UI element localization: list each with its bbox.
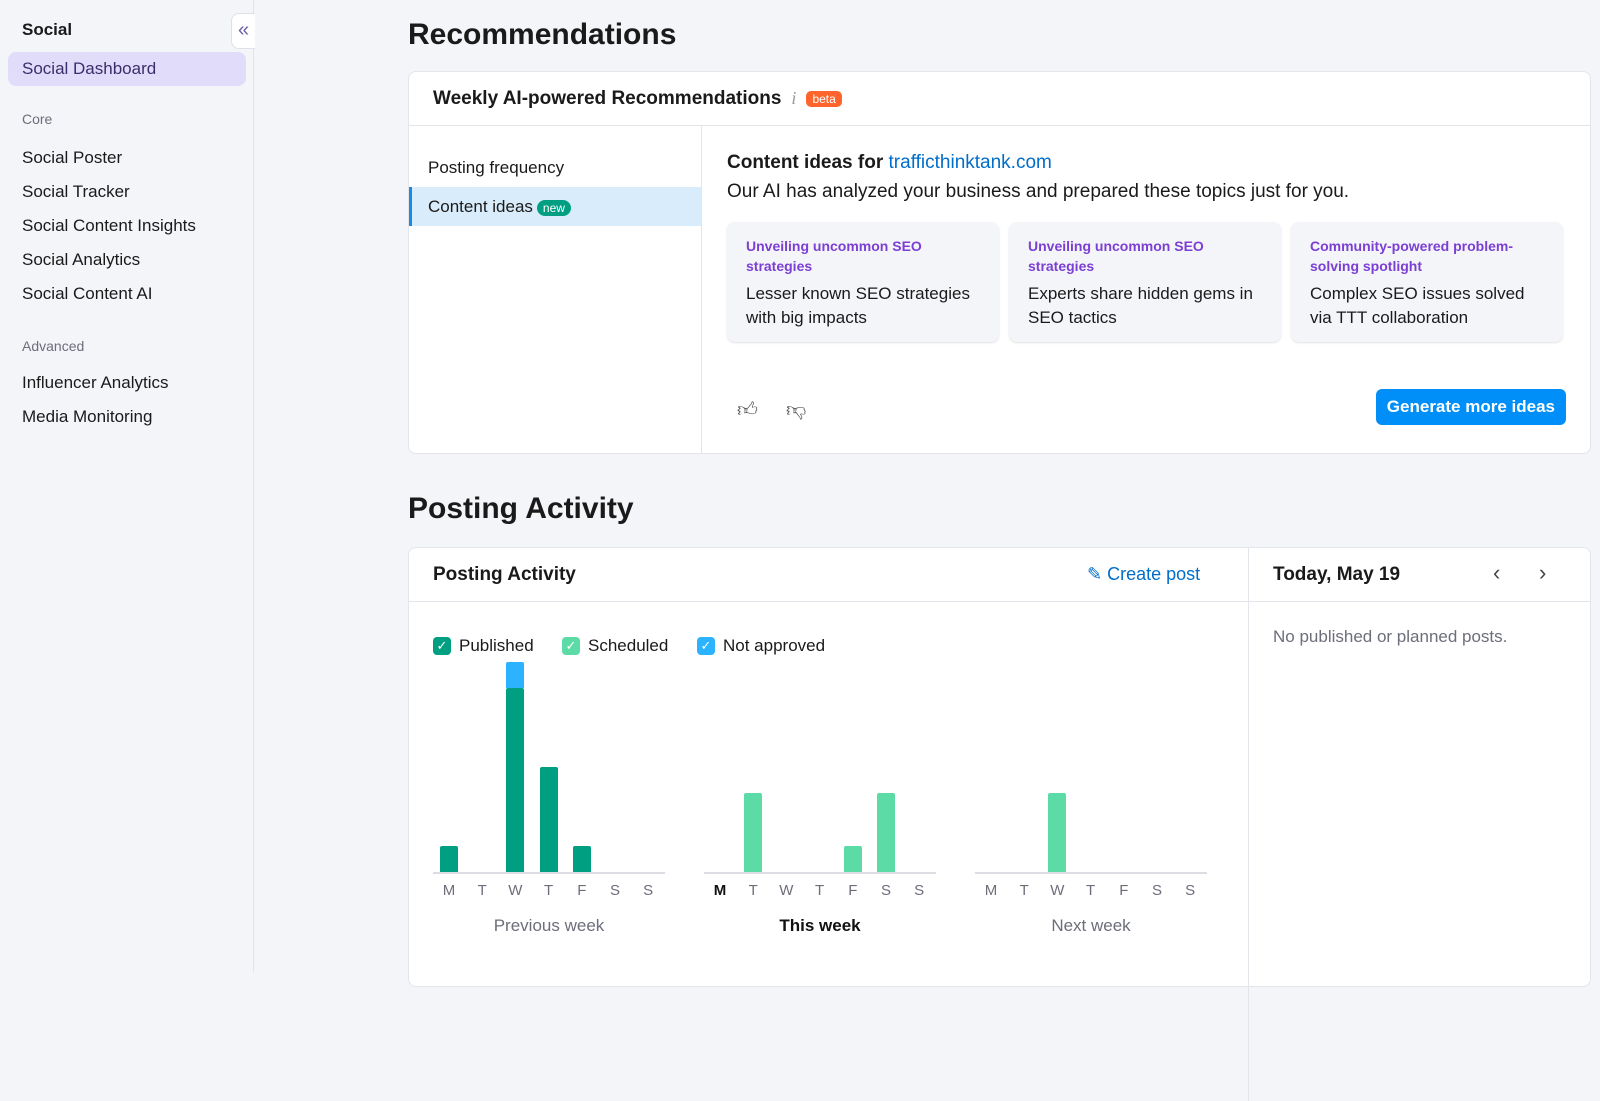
day-label: S xyxy=(643,882,654,899)
idea-text: Complex SEO issues solved via TTT collab… xyxy=(1310,284,1525,327)
tab-label: Content ideas xyxy=(428,197,533,216)
bar-scheduled[interactable] xyxy=(1048,793,1067,872)
legend-scheduled[interactable]: ✓ Scheduled xyxy=(562,636,668,656)
generate-more-ideas-button[interactable]: Generate more ideas xyxy=(1375,389,1566,425)
sidebar-item-social-dashboard[interactable]: Social Dashboard xyxy=(8,52,246,86)
checkbox-icon: ✓ xyxy=(562,637,580,655)
tab-content-ideas[interactable]: Content ideas new xyxy=(409,187,701,226)
day-label: T xyxy=(748,882,758,899)
idea-topic: Community-powered problem-solving spotli… xyxy=(1310,238,1514,274)
day-label: T xyxy=(1019,882,1029,899)
bar-published[interactable] xyxy=(572,845,591,872)
week-label: This week xyxy=(779,916,861,935)
x-axis-line xyxy=(975,872,1207,874)
empty-message: No published or planned posts. xyxy=(1273,627,1508,646)
day-label: S xyxy=(880,882,891,899)
idea-text: Experts share hidden gems in SEO tactics xyxy=(1028,284,1253,327)
day-label: W xyxy=(508,882,523,899)
x-axis-line xyxy=(433,872,665,874)
day-label: F xyxy=(1119,882,1129,899)
bar-scheduled[interactable] xyxy=(744,793,763,872)
chevron-left-icon[interactable]: ‹ xyxy=(1493,560,1501,585)
day-label: T xyxy=(815,882,825,899)
ideas-title: Content ideas for trafficthinktank.com xyxy=(727,152,1052,174)
sidebar: Social « Social Dashboard Core Social Po… xyxy=(0,0,255,972)
posting-activity-card: Posting Activity ✎ Create post Today, Ma… xyxy=(408,547,1591,1101)
idea-topic: Unveiling uncommon SEO strategies xyxy=(1028,238,1204,274)
sidebar-title: Social xyxy=(22,20,73,39)
legend-label: Published xyxy=(459,636,534,655)
bar-not-approved[interactable] xyxy=(506,661,525,688)
create-post-label: Create post xyxy=(1107,564,1201,584)
day-label: M xyxy=(984,882,998,899)
day-label: T xyxy=(1086,882,1096,899)
sidebar-section-advanced: Advanced xyxy=(22,338,85,354)
idea-card[interactable]: Community-powered problem-solving spotli… xyxy=(1291,222,1563,342)
bar-scheduled[interactable] xyxy=(877,793,895,872)
day-label: T xyxy=(544,882,554,899)
chevron-right-icon[interactable]: › xyxy=(1539,560,1547,585)
checkbox-icon: ✓ xyxy=(433,637,451,655)
today-date: Today, May 19 xyxy=(1273,564,1401,585)
page-title: Recommendations xyxy=(408,18,677,51)
info-icon[interactable]: i xyxy=(791,88,797,108)
day-label: S xyxy=(1185,882,1196,899)
bar-published[interactable] xyxy=(506,687,525,872)
sidebar-item[interactable]: Social Poster xyxy=(22,148,123,167)
checkbox-icon: ✓ xyxy=(697,637,715,655)
idea-text: Lesser known SEO strategies with big imp… xyxy=(746,284,970,327)
day-label: S xyxy=(609,882,620,899)
x-axis-line xyxy=(704,872,936,874)
domain-link[interactable]: trafficthinktank.com xyxy=(888,152,1052,173)
day-label: W xyxy=(1050,882,1065,899)
thumbs-down-icon[interactable]: 👎︎ xyxy=(786,399,807,421)
sidebar-item[interactable]: Influencer Analytics xyxy=(22,373,169,392)
sidebar-item[interactable]: Social Content AI xyxy=(22,284,153,303)
card-title: Weekly AI-powered Recommendations xyxy=(433,87,782,109)
bar-published[interactable] xyxy=(539,766,558,872)
day-label: S xyxy=(1151,882,1162,899)
thumbs-up-icon[interactable]: 👍︎ xyxy=(737,399,758,421)
section-title: Posting Activity xyxy=(408,492,634,525)
day-label: M xyxy=(442,882,456,899)
idea-card[interactable]: Unveiling uncommon SEO strategies Lesser … xyxy=(727,222,999,342)
day-label: T xyxy=(477,882,487,899)
week-label: Previous week xyxy=(493,916,605,935)
ideas-title-text: Content ideas for xyxy=(727,152,884,173)
week-label: Next week xyxy=(1051,916,1131,935)
ideas-subtitle: Our AI has analyzed your business and pr… xyxy=(727,181,1350,202)
tab-posting-frequency[interactable]: Posting frequency xyxy=(428,158,565,177)
sidebar-item[interactable]: Social Analytics xyxy=(22,250,141,269)
create-post-button[interactable]: ✎ Create post xyxy=(1087,564,1200,585)
idea-card[interactable]: Unveiling uncommon SEO strategies Experts… xyxy=(1009,222,1281,342)
double-chevron-left-icon[interactable]: « xyxy=(231,13,255,49)
bar-published[interactable] xyxy=(440,845,458,872)
legend-published[interactable]: ✓ Published xyxy=(433,636,534,656)
pencil-icon: ✎ xyxy=(1087,564,1103,584)
beta-badge: beta xyxy=(806,90,842,107)
legend-not-approved[interactable]: ✓ Not approved xyxy=(697,636,825,656)
day-label: F xyxy=(848,882,858,899)
sidebar-item[interactable]: Social Content Insights xyxy=(22,216,196,235)
idea-topic: Unveiling uncommon SEO strategies xyxy=(746,238,922,274)
sidebar-item[interactable]: Media Monitoring xyxy=(22,407,153,426)
recommendations-card: Weekly AI-powered Recommendations i beta P… xyxy=(408,71,1591,454)
sidebar-item[interactable]: Social Tracker xyxy=(22,182,130,201)
sidebar-section-core: Core xyxy=(22,111,53,127)
new-badge: new xyxy=(536,200,571,216)
day-label: F xyxy=(577,882,587,899)
day-label: S xyxy=(914,882,925,899)
card-title: Posting Activity xyxy=(433,564,576,585)
bar-scheduled[interactable] xyxy=(843,845,862,872)
legend-label: Not approved xyxy=(723,636,826,655)
day-label: W xyxy=(779,882,794,899)
legend-label: Scheduled xyxy=(588,636,669,655)
day-label: M xyxy=(713,882,727,899)
